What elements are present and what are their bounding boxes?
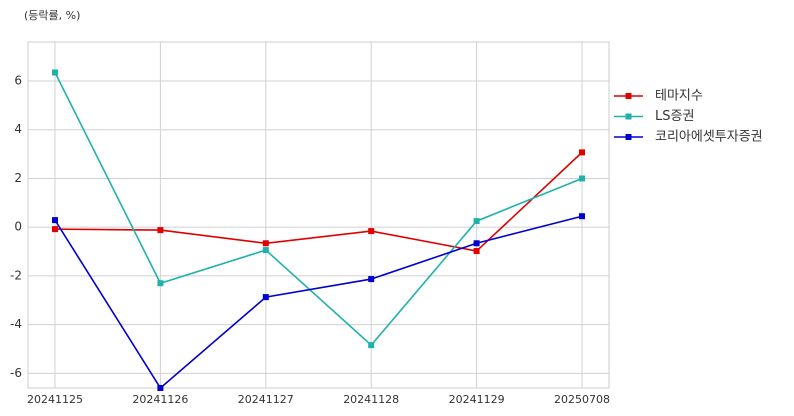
y-tick-label: 2 <box>14 171 22 185</box>
y-tick-label: 4 <box>14 122 22 136</box>
point-marker <box>579 175 585 182</box>
x-tick-label: 20250708 <box>554 393 610 406</box>
point-marker <box>157 227 164 234</box>
point-marker <box>262 247 269 254</box>
legend-marker <box>625 93 632 99</box>
point-marker <box>157 385 164 391</box>
chart-title: (등락률, %) <box>24 9 80 22</box>
point-marker <box>52 217 58 224</box>
point-marker <box>262 240 269 247</box>
point-marker <box>262 294 269 301</box>
x-tick-label: 20241128 <box>343 393 399 406</box>
y-tick-label: 0 <box>14 220 22 234</box>
x-tick-label: 20241129 <box>449 393 505 406</box>
x-tick-label: 20241127 <box>238 393 294 406</box>
series-line <box>54 151 583 252</box>
x-tick-label: 20241125 <box>27 393 83 406</box>
y-tick-label: -2 <box>10 268 22 282</box>
plot-frame <box>27 41 610 389</box>
y-tick-label: -6 <box>10 366 22 380</box>
point-marker <box>368 228 375 235</box>
series-line <box>54 72 583 347</box>
series-line <box>54 215 583 390</box>
legend-label: LS증권 <box>655 109 694 124</box>
legend-label: 코리아에셋투자증권 <box>655 130 763 145</box>
y-tick-label: -4 <box>10 317 22 331</box>
point-marker <box>473 218 480 225</box>
point-marker <box>473 248 480 255</box>
point-marker <box>52 69 58 76</box>
point-marker <box>368 342 375 349</box>
point-marker <box>157 280 164 287</box>
point-marker <box>52 226 58 233</box>
point-marker <box>579 149 585 156</box>
point-marker <box>368 276 375 283</box>
point-marker <box>579 213 585 220</box>
point-marker <box>473 240 480 247</box>
y-tick-label: 6 <box>14 73 22 87</box>
legend-label: 테마지수 <box>655 89 703 104</box>
legend-marker <box>625 113 632 120</box>
legend-marker <box>625 134 632 140</box>
x-tick-label: 20241126 <box>132 393 188 406</box>
